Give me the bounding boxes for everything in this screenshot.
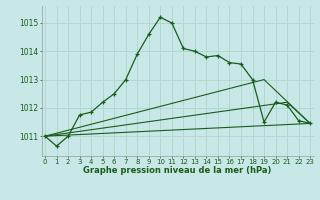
X-axis label: Graphe pression niveau de la mer (hPa): Graphe pression niveau de la mer (hPa) (84, 166, 272, 175)
